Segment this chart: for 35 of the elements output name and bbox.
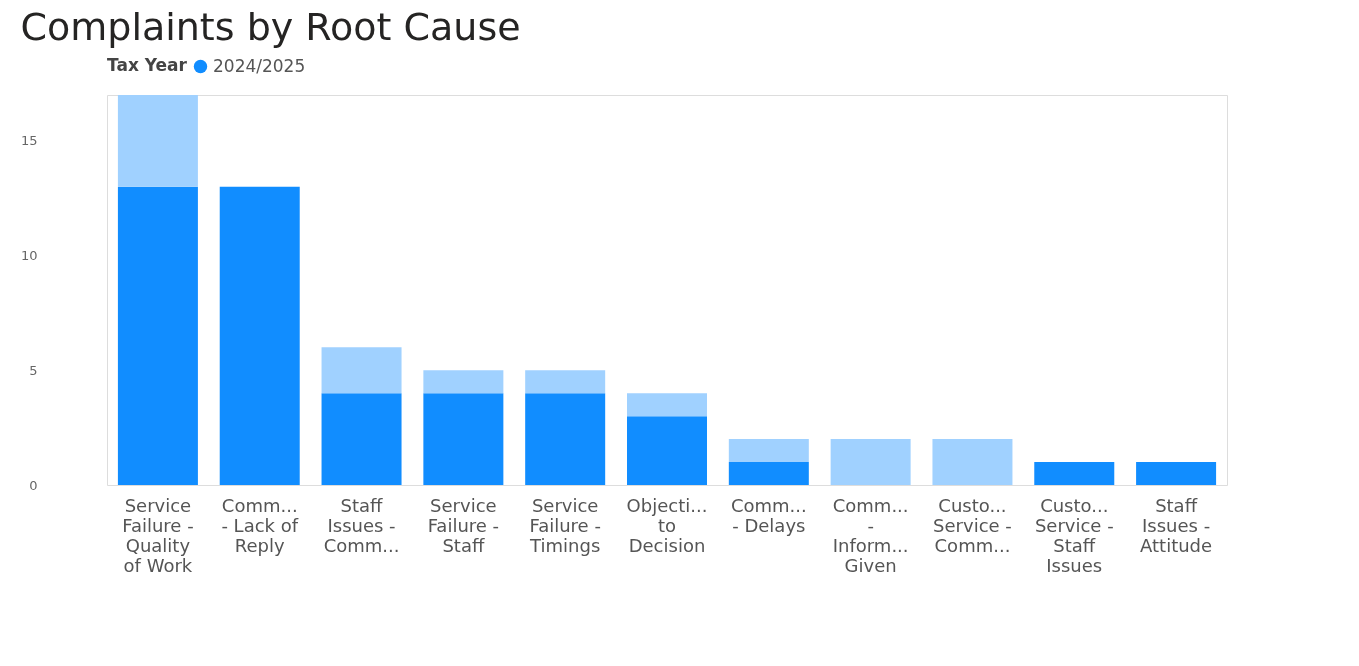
bar bbox=[525, 370, 606, 394]
y-tick-label: 0 bbox=[29, 477, 38, 493]
chart-title: Complaints by Root Cause bbox=[20, 5, 521, 49]
bar bbox=[219, 186, 300, 485]
bar bbox=[525, 393, 606, 485]
bar bbox=[830, 439, 911, 485]
bar bbox=[117, 95, 198, 187]
bar bbox=[728, 439, 809, 463]
x-tick-label: Comm... - Inform... Given bbox=[832, 494, 909, 576]
y-tick-label: 15 bbox=[20, 133, 38, 149]
x-tick-label: Service Failure - Quality of Work bbox=[122, 494, 194, 576]
bar bbox=[627, 416, 707, 485]
bar bbox=[423, 370, 504, 394]
y-tick-label: 5 bbox=[29, 362, 38, 378]
bar bbox=[321, 347, 402, 394]
y-tick-label: 10 bbox=[20, 248, 38, 264]
legend-title: Tax Year bbox=[107, 55, 188, 75]
bar bbox=[932, 439, 1013, 485]
x-tick-label: Custo... Service - Comm... bbox=[933, 494, 1012, 556]
x-tick-label: Custo... Service - Staff Issues bbox=[1034, 494, 1114, 576]
bar bbox=[423, 393, 504, 485]
bar bbox=[728, 462, 809, 485]
x-tick-label: Staff Issues - Comm... bbox=[323, 494, 400, 556]
x-tick-label: Staff Issues - Attitude bbox=[1140, 494, 1213, 556]
x-tick-label: Service Failure - Staff bbox=[427, 494, 500, 556]
bar bbox=[1136, 462, 1217, 485]
x-tick-label: Service Failure - Timings bbox=[529, 494, 601, 556]
legend-label: 2024/2025 bbox=[213, 55, 306, 76]
x-tick-label: Objecti... to Decision bbox=[626, 494, 708, 556]
bar bbox=[321, 393, 402, 485]
x-tick-label: Comm... - Delays bbox=[730, 494, 807, 536]
bar bbox=[117, 186, 198, 485]
bar bbox=[627, 393, 707, 417]
x-tick-label: Comm... - Lack of Reply bbox=[221, 494, 299, 556]
bar bbox=[1034, 462, 1115, 485]
